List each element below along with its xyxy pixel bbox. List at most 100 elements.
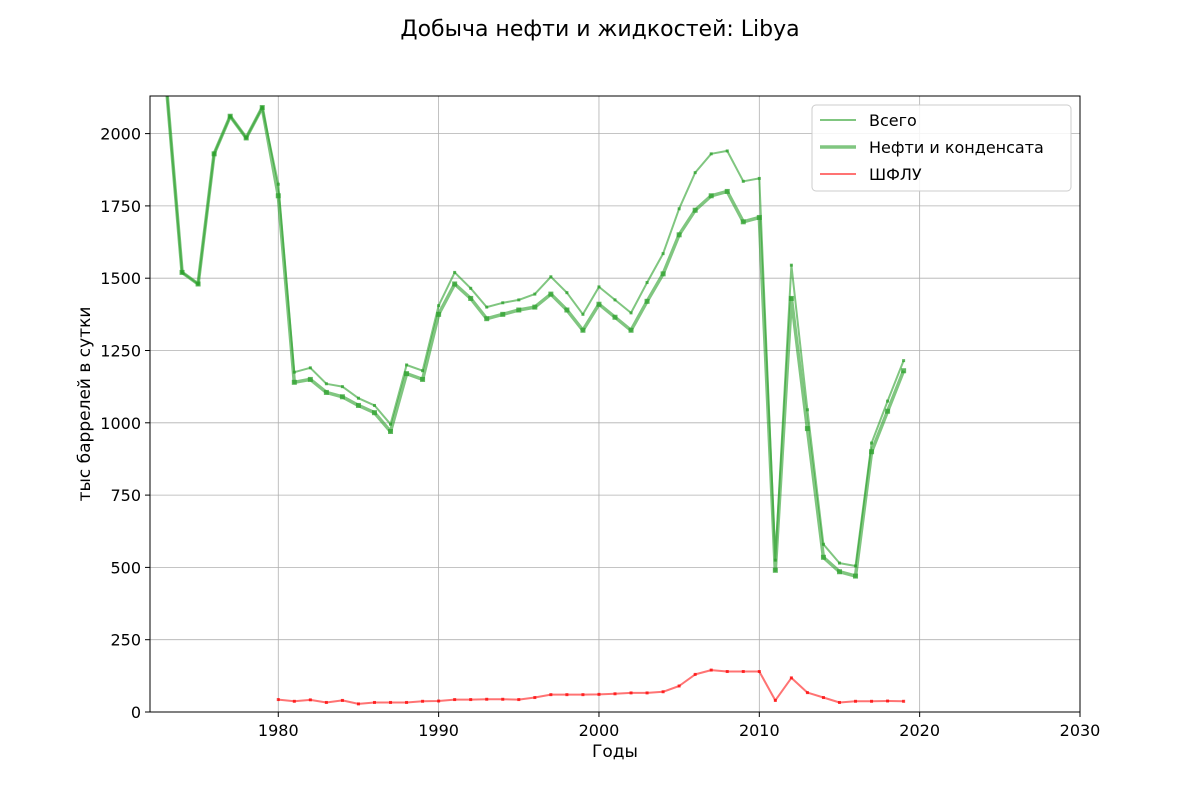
x-tick-label: 2030 xyxy=(1060,721,1101,740)
data-point xyxy=(549,693,553,697)
data-point xyxy=(597,285,601,289)
data-point xyxy=(613,298,617,302)
data-point xyxy=(308,698,312,702)
data-point xyxy=(165,80,168,83)
data-point xyxy=(549,275,553,279)
data-point xyxy=(468,295,474,301)
data-point xyxy=(772,567,778,573)
data-point xyxy=(820,554,826,560)
data-point xyxy=(853,573,859,579)
y-tick-label: 1250 xyxy=(100,341,141,360)
data-point xyxy=(436,311,442,317)
data-point xyxy=(788,295,794,301)
data-point xyxy=(629,691,633,695)
data-point xyxy=(275,193,281,199)
data-point xyxy=(516,307,522,313)
data-point xyxy=(308,366,312,370)
data-point xyxy=(725,670,729,674)
data-point xyxy=(517,298,521,302)
data-point xyxy=(804,426,810,432)
data-point xyxy=(645,691,649,695)
data-point xyxy=(756,214,762,220)
data-point xyxy=(356,396,360,400)
data-point xyxy=(276,698,280,702)
data-point xyxy=(211,151,217,157)
data-point xyxy=(501,697,505,701)
data-point xyxy=(469,698,473,702)
data-point xyxy=(757,670,761,674)
plot-area xyxy=(164,79,907,706)
data-point xyxy=(388,428,394,434)
data-point xyxy=(645,281,649,285)
data-point xyxy=(533,292,537,296)
data-point xyxy=(227,113,233,119)
legend: Всего Нефти и конденсата ШФЛУ xyxy=(811,104,1072,192)
data-point xyxy=(886,399,890,403)
data-point xyxy=(580,327,586,333)
data-point xyxy=(725,149,729,153)
data-point xyxy=(404,371,410,377)
data-point xyxy=(164,79,169,84)
data-point xyxy=(564,307,570,313)
data-point xyxy=(276,182,280,186)
x-tick-label: 2010 xyxy=(739,721,780,740)
data-point xyxy=(581,312,585,316)
data-point xyxy=(500,311,506,317)
data-point xyxy=(452,281,458,287)
y-tick-label: 1750 xyxy=(100,197,141,216)
data-point xyxy=(533,696,537,700)
data-point xyxy=(724,188,730,194)
data-point xyxy=(453,698,457,702)
data-point xyxy=(371,410,377,416)
data-point xyxy=(628,327,634,333)
data-point xyxy=(661,690,665,694)
data-point xyxy=(323,389,329,395)
data-point xyxy=(372,403,376,407)
data-point xyxy=(612,314,618,320)
axes-frame xyxy=(149,95,1081,713)
data-point xyxy=(773,698,777,702)
data-point xyxy=(757,176,761,180)
data-point xyxy=(870,441,874,445)
data-point xyxy=(405,700,409,704)
data-point xyxy=(708,193,714,199)
data-point xyxy=(339,394,345,400)
y-tick-label: 500 xyxy=(110,558,141,577)
data-point xyxy=(741,670,745,674)
data-point xyxy=(179,269,185,275)
data-point xyxy=(485,697,489,701)
series-line-1 xyxy=(165,96,906,578)
series-line-2 xyxy=(278,669,904,705)
data-point xyxy=(420,376,426,382)
data-point xyxy=(307,376,313,382)
data-point xyxy=(405,363,409,367)
data-point xyxy=(709,152,713,156)
data-point xyxy=(259,105,265,111)
data-point xyxy=(805,408,809,412)
data-point xyxy=(596,301,602,307)
data-point xyxy=(485,305,489,309)
x-tick-label: 1990 xyxy=(418,721,459,740)
data-point xyxy=(355,402,361,408)
data-point xyxy=(886,699,890,703)
data-point xyxy=(597,692,601,696)
data-point xyxy=(291,379,297,385)
data-point xyxy=(902,359,906,363)
x-tick-label: 1980 xyxy=(258,721,299,740)
data-point xyxy=(629,311,633,315)
data-point xyxy=(676,232,682,238)
data-point xyxy=(484,316,490,322)
data-point xyxy=(195,281,201,287)
data-point xyxy=(437,699,441,703)
data-point xyxy=(581,693,585,697)
data-point xyxy=(324,700,328,704)
data-point xyxy=(692,207,698,213)
data-point xyxy=(501,301,505,305)
data-point xyxy=(741,179,745,183)
data-point xyxy=(613,692,617,696)
data-point xyxy=(532,304,538,310)
y-tick-label: 1000 xyxy=(100,414,141,433)
data-point xyxy=(854,699,858,703)
data-point xyxy=(677,684,681,688)
